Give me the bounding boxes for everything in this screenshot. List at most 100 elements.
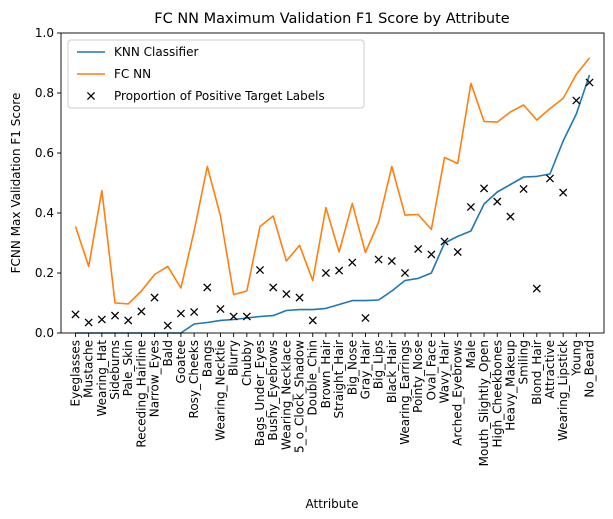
marker-point bbox=[269, 283, 278, 292]
x-tick-label: Male bbox=[464, 340, 478, 368]
x-tick-label: Mouth_Slightly_Open bbox=[477, 340, 491, 466]
x-tick-label: Wavy_Hair bbox=[438, 340, 452, 403]
marker-point bbox=[506, 212, 515, 221]
y-tick-label: 0.2 bbox=[35, 266, 54, 280]
chart-title: FC NN Maximum Validation F1 Score by Att… bbox=[154, 11, 510, 27]
x-tick-label: Black_Hair bbox=[385, 340, 399, 403]
series-line-0 bbox=[75, 74, 591, 334]
marker-point bbox=[348, 258, 357, 267]
marker-point bbox=[519, 184, 528, 194]
x-tick-label: Mustache bbox=[82, 340, 96, 398]
marker-point bbox=[124, 316, 133, 325]
x-tick-label: Arched_Eyebrows bbox=[451, 340, 465, 446]
x-tick-label: Wearing_Hat bbox=[95, 340, 109, 417]
marker-point bbox=[572, 96, 581, 105]
x-tick-label: Narrow_Eyes bbox=[148, 340, 162, 417]
x-tick-label: Bushy_Eyebrows bbox=[266, 340, 280, 441]
legend-box bbox=[67, 39, 365, 109]
marker-point bbox=[137, 307, 146, 316]
marker-point bbox=[545, 174, 555, 183]
plot-frame bbox=[60, 32, 605, 334]
x-tick-label: Brown_Hair bbox=[319, 340, 333, 408]
y-tick-label: 1.0 bbox=[35, 26, 54, 40]
marker-point bbox=[242, 312, 251, 321]
marker-point bbox=[374, 255, 383, 264]
x-tick-label: Bags_Under_Eyes bbox=[253, 340, 267, 446]
series-0 bbox=[75, 74, 591, 334]
legend: KNN Classifier FC NN Proportion of Positiv… bbox=[67, 39, 365, 109]
marker-point bbox=[84, 318, 93, 327]
x-tick-label: Wearing_Lipstick bbox=[556, 340, 570, 441]
marker-point bbox=[176, 309, 185, 318]
marker-point bbox=[335, 266, 344, 275]
marker-point bbox=[255, 265, 265, 275]
x-tick-label: Double_Chin bbox=[306, 340, 320, 415]
series-line-1 bbox=[74, 57, 591, 305]
marker-point bbox=[466, 202, 475, 212]
y-tick-label: 0.8 bbox=[35, 86, 54, 100]
x-tick-label: Big_Lips bbox=[372, 340, 386, 389]
x-tick-label: Smiling bbox=[517, 340, 531, 385]
x-tick-label: Receding_Hairline bbox=[134, 340, 148, 448]
x-tick-label: Blurry bbox=[227, 340, 241, 376]
x-tick-label: Chubby bbox=[240, 340, 254, 386]
x-tick-label: Wearing_Earrings bbox=[398, 340, 412, 445]
x-axis-label: Attribute bbox=[306, 497, 359, 511]
x-tick-label: Straight_Hair bbox=[332, 340, 346, 419]
marker-point bbox=[480, 184, 489, 193]
x-tick-label: Bald bbox=[161, 340, 175, 367]
marker-point bbox=[190, 307, 199, 317]
marker-point bbox=[295, 293, 304, 302]
x-tick-label: Gray_Hair bbox=[358, 340, 372, 399]
marker-point bbox=[400, 268, 410, 278]
legend-entry: Proportion of Positive Target Labels bbox=[114, 89, 325, 103]
marker-point bbox=[559, 188, 568, 197]
marker-point bbox=[229, 312, 238, 321]
marker-point bbox=[97, 315, 106, 324]
marker-point bbox=[308, 316, 317, 325]
marker-point bbox=[440, 237, 449, 246]
series-2 bbox=[71, 78, 594, 330]
x-tick-label: Sideburns bbox=[108, 340, 122, 400]
marker-point bbox=[110, 311, 120, 320]
x-tick-label: Eyeglasses bbox=[69, 340, 83, 407]
y-tick-label: 0.4 bbox=[35, 206, 54, 220]
x-tick-label: Attractive bbox=[543, 340, 557, 399]
x-tick-label: Heavy_Makeup bbox=[503, 340, 517, 431]
marker-point bbox=[71, 310, 80, 319]
legend-entry: FC NN bbox=[114, 67, 151, 81]
y-tick-label: 0.6 bbox=[35, 146, 54, 160]
marker-point bbox=[163, 321, 172, 330]
x-tick-label: Pale_Skin bbox=[121, 340, 135, 396]
y-tick-label: 0.0 bbox=[35, 326, 54, 340]
x-tick-label: Young bbox=[569, 340, 583, 377]
x-tick-label: Big_Nose bbox=[345, 340, 359, 395]
legend-swatch bbox=[86, 91, 96, 101]
marker-point bbox=[282, 289, 291, 299]
marker-point bbox=[387, 256, 396, 266]
marker-point bbox=[414, 244, 423, 254]
legend-entry: KNN Classifier bbox=[114, 45, 198, 59]
x-tick-label: No_Beard bbox=[583, 340, 597, 398]
x-tick-label: Wearing_Necklace bbox=[279, 340, 293, 450]
x-tick-label: Rosy_Cheeks bbox=[187, 340, 201, 418]
x-tick-label: Bangs bbox=[200, 340, 214, 377]
x-tick-label: High_Cheekbones bbox=[490, 340, 504, 447]
x-tick-label: Goatee bbox=[174, 340, 188, 383]
marker-point bbox=[203, 283, 212, 292]
marker-point bbox=[150, 293, 159, 302]
marker-point bbox=[453, 247, 462, 257]
marker-point bbox=[427, 250, 436, 259]
x-tick-label: 5_o_Clock_Shadow bbox=[293, 340, 307, 453]
series-1 bbox=[74, 57, 591, 305]
marker-point bbox=[532, 284, 541, 293]
marker-point bbox=[321, 268, 330, 278]
y-axis-label: FCNN Max Validation F1 Score bbox=[9, 93, 23, 274]
x-tick-label: Pointy_Nose bbox=[411, 340, 425, 413]
marker-point bbox=[585, 78, 594, 87]
x-tick-label: Oval_Face bbox=[424, 340, 438, 400]
marker-point bbox=[493, 197, 502, 206]
x-tick-label: Blond_Hair bbox=[530, 340, 544, 405]
